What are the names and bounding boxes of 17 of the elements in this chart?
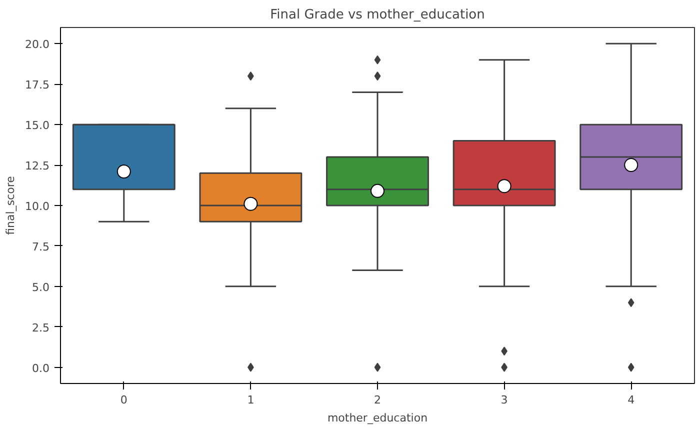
x-tick-label: 3 <box>500 394 508 406</box>
y-tick-label: 15.0 <box>25 119 50 132</box>
x-tick-label: 4 <box>628 394 635 406</box>
y-tick-label: 10.0 <box>25 200 50 213</box>
x-tick-label: 2 <box>374 394 381 406</box>
chart-title: Final Grade vs mother_education <box>270 8 485 22</box>
y-tick-label: 2.5 <box>32 321 50 334</box>
x-tick-label: 0 <box>120 394 128 406</box>
x-axis-title: mother_education <box>327 412 428 424</box>
x-tick-label: 1 <box>247 394 254 406</box>
y-tick-label: 12.5 <box>25 160 50 173</box>
y-tick-label: 7.5 <box>32 240 50 254</box>
y-tick-label: 0.0 <box>32 362 50 375</box>
y-axis-title: final_score <box>4 176 18 235</box>
y-tick-label: 5.0 <box>32 280 50 294</box>
y-tick-label: 17.5 <box>25 78 50 92</box>
y-tick-label: 20.0 <box>25 38 50 52</box>
